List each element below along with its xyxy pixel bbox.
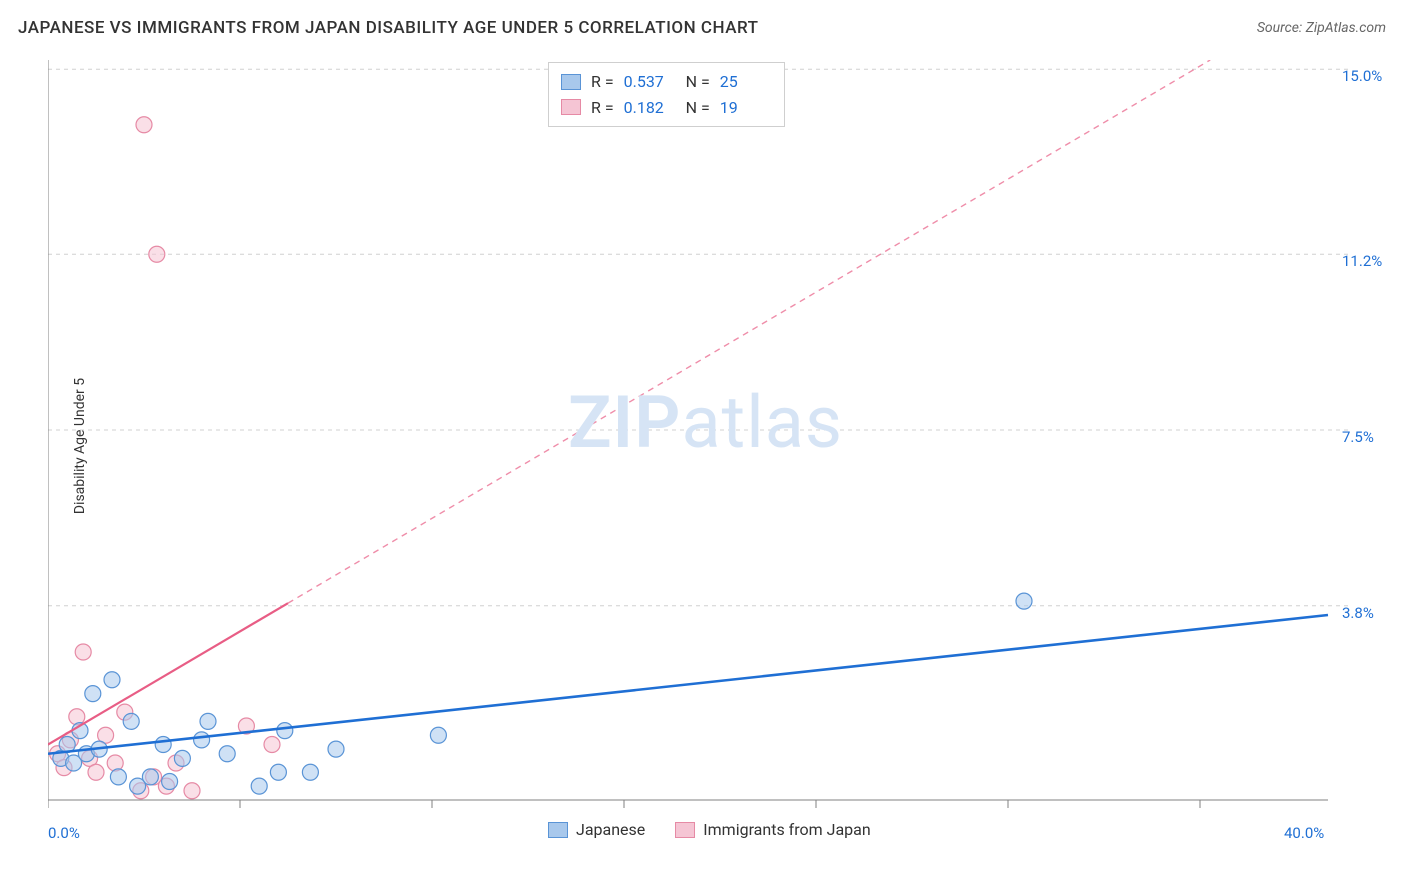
y-tick-label: 7.5% <box>1342 428 1374 446</box>
n-value: 19 <box>720 95 772 121</box>
y-tick-label: 11.2% <box>1342 252 1382 270</box>
r-label: R = <box>591 69 614 95</box>
legend-label: Immigrants from Japan <box>703 820 870 839</box>
r-label: R = <box>591 95 614 121</box>
r-value: 0.182 <box>624 95 676 121</box>
plot-area: ZIPatlas R =0.537N =25R =0.182N =19 <box>48 60 1358 830</box>
legend-swatch <box>561 74 581 90</box>
legend-swatch <box>675 822 695 838</box>
legend-stat-row: R = 0.182 N = 19 <box>561 95 772 121</box>
x-axis-min-label: 0.0% <box>48 824 80 842</box>
scatter-svg <box>48 60 1358 830</box>
chart-title: JAPANESE VS IMMIGRANTS FROM JAPAN DISABI… <box>18 18 758 38</box>
legend-stat-row: R = 0.537 N = 25 <box>561 69 772 95</box>
legend-item: Immigrants from Japan <box>675 820 870 839</box>
n-label: N = <box>686 95 710 121</box>
legend-swatch <box>561 99 581 115</box>
x-axis-max-label: 40.0% <box>1284 824 1324 842</box>
n-value: 25 <box>720 69 772 95</box>
legend-swatch <box>548 822 568 838</box>
legend-item: Japanese <box>548 820 645 839</box>
y-tick-label: 3.8% <box>1342 604 1374 622</box>
y-tick-label: 15.0% <box>1342 67 1382 85</box>
legend-label: Japanese <box>576 820 645 839</box>
correlation-chart: JAPANESE VS IMMIGRANTS FROM JAPAN DISABI… <box>0 0 1406 892</box>
n-label: N = <box>686 69 710 95</box>
source-attribution: Source: ZipAtlas.com <box>1257 20 1386 36</box>
legend-series: Japanese Immigrants from Japan <box>548 820 871 839</box>
legend-stats: R = 0.537 N = 25 R = 0.182 N = 19 <box>548 62 785 127</box>
r-value: 0.537 <box>624 69 676 95</box>
